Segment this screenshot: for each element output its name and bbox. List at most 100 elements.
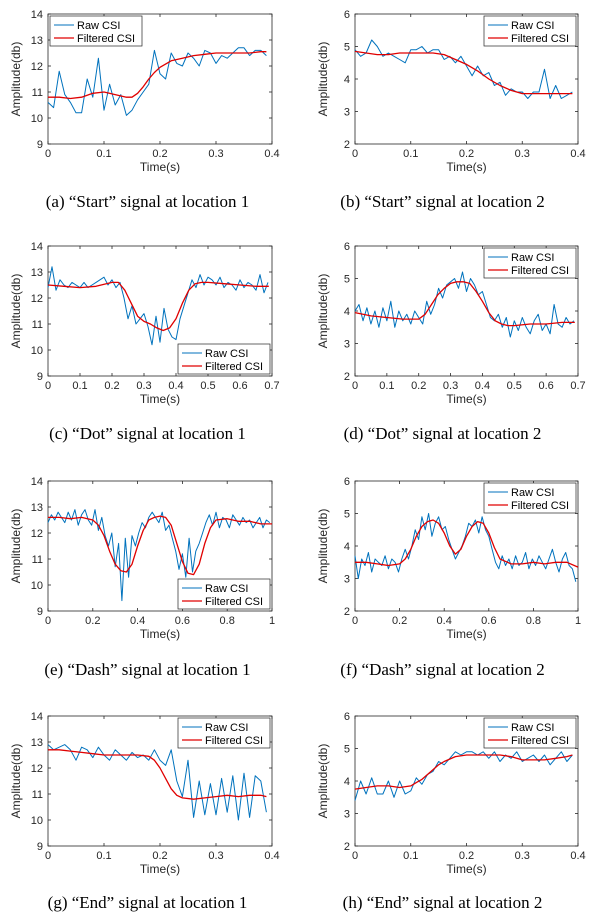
legend-label-raw: Raw CSI: [205, 583, 248, 595]
y-tick-label: 13: [31, 267, 43, 279]
y-tick-label: 9: [37, 139, 43, 151]
y-tick-label: 4: [344, 541, 350, 553]
x-tick-label: 0.6: [481, 615, 496, 627]
x-tick-label: 0.3: [515, 850, 530, 862]
x-tick-label: 0.4: [264, 850, 279, 862]
legend-label-filtered: Filtered CSI: [77, 33, 135, 45]
caption-b: (b) “Start” signal at location 2: [340, 192, 545, 211]
legend-label-raw: Raw CSI: [511, 722, 554, 734]
legend-label-filtered: Filtered CSI: [205, 596, 263, 608]
y-tick-label: 14: [31, 711, 43, 723]
x-tick-label: 0.4: [570, 850, 585, 862]
x-tick-label: 0: [352, 615, 358, 627]
legend-box: [49, 15, 143, 47]
y-axis-label: Amplitude(db): [9, 42, 23, 117]
filtered-csi-line-g: [48, 749, 267, 800]
raw-csi-line-f: [354, 513, 577, 582]
y-tick-label: 12: [31, 528, 43, 540]
legend-label-raw: Raw CSI: [77, 20, 120, 32]
x-axis-label: Time(s): [446, 160, 486, 174]
legend-label-raw: Raw CSI: [511, 252, 554, 264]
legend-label-raw: Raw CSI: [511, 487, 554, 499]
legend-label-filtered: Filtered CSI: [511, 735, 569, 747]
chart-e: 0 0.2 0.4 0.6 0.8 1 9 10 11 12 13 14 Time(s) Amplitud…: [9, 476, 275, 641]
y-tick-label: 6: [344, 711, 350, 723]
x-tick-label: 0.4: [475, 380, 490, 392]
x-tick-label: 0.6: [175, 615, 190, 627]
x-tick-label: 1: [575, 615, 581, 627]
y-tick-label: 5: [344, 274, 350, 286]
legend-label-filtered: Filtered CSI: [511, 265, 569, 277]
legend-box: [483, 717, 577, 749]
y-tick-label: 9: [37, 606, 43, 618]
y-tick-label: 10: [31, 345, 43, 357]
chart-a: 0 0.1 0.2 0.3 0.4 9 10 11 12 13 14 Time(s) Amplitude…: [9, 9, 280, 174]
legend-box: [177, 578, 271, 610]
legend-label-raw: Raw CSI: [511, 20, 554, 32]
x-tick-label: 0.8: [220, 615, 235, 627]
caption-e: (e) “Dash” signal at location 1: [44, 660, 251, 679]
chart-f: 0 0.2 0.4 0.6 0.8 1 2 3 4 5 6 Time(s) Amplitude(db) R…: [316, 476, 581, 641]
x-axis-label: Time(s): [140, 627, 180, 641]
legend-box: [177, 717, 271, 749]
y-tick-label: 14: [31, 476, 43, 488]
x-tick-label: 0.4: [130, 615, 145, 627]
x-tick-label: 0.2: [152, 850, 167, 862]
y-tick-label: 11: [32, 554, 43, 566]
x-tick-label: 0.1: [403, 148, 418, 160]
x-tick-label: 0.1: [403, 850, 418, 862]
caption-d: (d) “Dot” signal at location 2: [343, 424, 542, 443]
x-tick-label: 0: [45, 380, 51, 392]
x-tick-label: 0.5: [507, 380, 522, 392]
chart-c: 0 0.1 0.2 0.3 0.4 0.5 0.6 0.7 9 10 11 12 13 14 Time(s)…: [9, 241, 280, 406]
y-tick-label: 2: [344, 606, 350, 618]
y-tick-label: 2: [344, 371, 350, 383]
x-tick-label: 0.3: [443, 380, 458, 392]
x-tick-label: 0: [352, 380, 358, 392]
x-tick-label: 0.7: [570, 380, 585, 392]
x-tick-label: 0.1: [379, 380, 394, 392]
y-tick-label: 6: [344, 9, 350, 21]
y-tick-label: 11: [32, 87, 43, 99]
y-tick-label: 5: [344, 42, 350, 54]
y-tick-label: 6: [344, 476, 350, 488]
filtered-csi-line-a: [48, 51, 267, 100]
y-tick-label: 13: [31, 502, 43, 514]
legend-label-raw: Raw CSI: [205, 722, 248, 734]
x-tick-label: 0.3: [515, 148, 530, 160]
x-tick-label: 0.4: [437, 615, 452, 627]
x-tick-label: 0: [352, 148, 358, 160]
chart-h: 0 0.1 0.2 0.3 0.4 2 3 4 5 6 Time(s) Amplitude(db) Ra…: [316, 711, 586, 876]
legend-label-raw: Raw CSI: [205, 348, 248, 360]
x-tick-label: 0.5: [200, 380, 215, 392]
filtered-csi-line-e: [48, 515, 272, 576]
x-tick-label: 1: [269, 615, 275, 627]
legend-label-filtered: Filtered CSI: [205, 361, 263, 373]
x-axis-label: Time(s): [140, 862, 180, 876]
raw-csi-line-h: [354, 751, 573, 801]
x-tick-label: 0.1: [96, 850, 111, 862]
y-tick-label: 5: [344, 744, 350, 756]
y-tick-label: 3: [344, 339, 350, 351]
filtered-csi-line-f: [355, 519, 579, 568]
x-tick-label: 0.7: [264, 380, 279, 392]
legend-label-filtered: Filtered CSI: [511, 500, 569, 512]
y-tick-label: 12: [31, 763, 43, 775]
y-tick-label: 12: [31, 61, 43, 73]
x-tick-label: 0.6: [538, 380, 553, 392]
x-tick-label: 0.2: [85, 615, 100, 627]
legend-label-filtered: Filtered CSI: [511, 33, 569, 45]
y-tick-label: 3: [344, 574, 350, 586]
x-tick-label: 0.2: [459, 850, 474, 862]
x-tick-label: 0: [45, 850, 51, 862]
legend-label-filtered: Filtered CSI: [205, 735, 263, 747]
x-tick-label: 0: [45, 615, 51, 627]
x-tick-label: 0: [45, 148, 51, 160]
caption-a: (a) “Start” signal at location 1: [45, 192, 250, 211]
legend-box: [483, 247, 577, 279]
y-tick-label: 14: [31, 241, 43, 253]
